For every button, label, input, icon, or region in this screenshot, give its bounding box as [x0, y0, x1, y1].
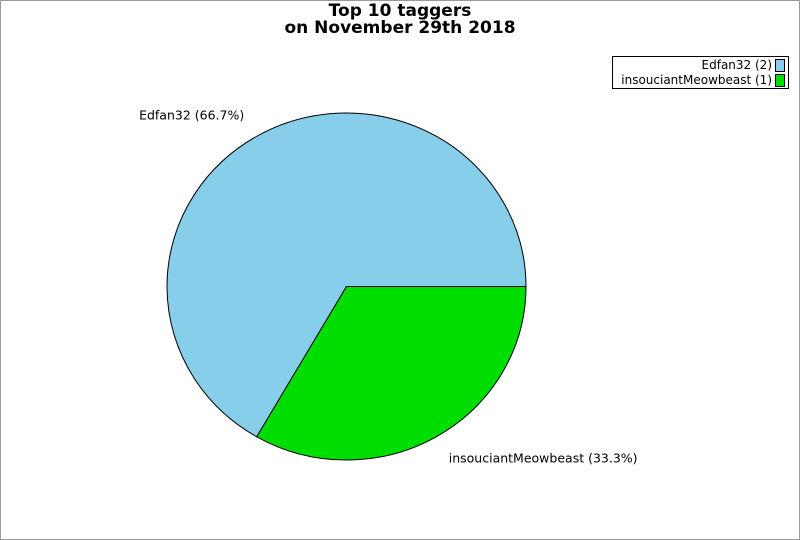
- legend-row: insouciantMeowbeast (1): [613, 73, 785, 88]
- legend-box: Edfan32 (2) insouciantMeowbeast (1): [612, 56, 789, 89]
- legend-label: insouciantMeowbeast (1): [621, 72, 772, 87]
- chart-subtitle: on November 29th 2018: [284, 18, 516, 38]
- legend-row: Edfan32 (2): [613, 58, 785, 73]
- legend-swatch-icon: [775, 58, 785, 72]
- pie-slice-insouciantMeowbeast: [256, 286, 527, 461]
- pie-slice-Edfan32: [166, 112, 527, 438]
- slice-label-insouciantMeowbeast: insouciantMeowbeast (33.3%): [448, 450, 638, 466]
- legend-swatch-icon: [775, 73, 785, 87]
- chart-title-block: Top 10 taggers on November 29th 2018: [1, 3, 799, 37]
- slice-label-Edfan32: Edfan32 (66.7%): [139, 107, 245, 123]
- legend-label: Edfan32 (2): [701, 57, 772, 72]
- chart-title: Top 10 taggers: [328, 1, 472, 21]
